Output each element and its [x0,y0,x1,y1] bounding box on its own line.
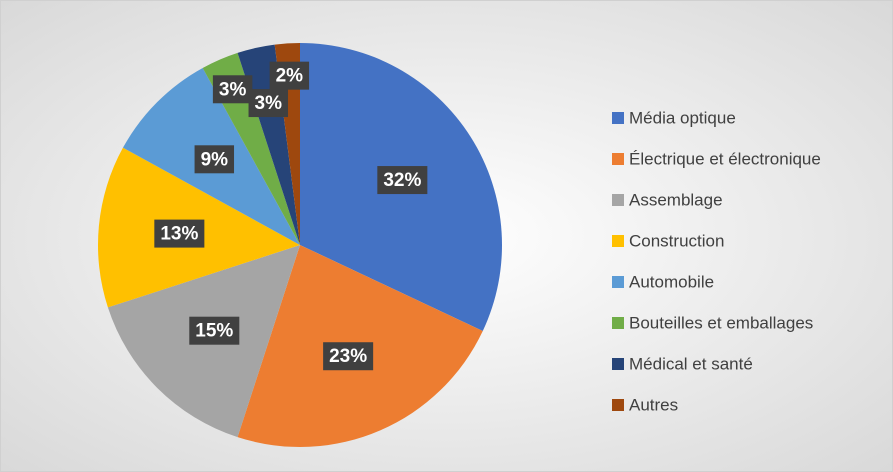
data-label: 2% [276,66,304,87]
data-label: 32% [383,170,421,191]
legend-swatch [612,276,624,288]
data-label: 15% [195,321,233,342]
legend-label: Bouteilles et emballages [629,313,813,332]
data-label: 3% [255,93,283,114]
data-label: 9% [201,149,229,170]
legend-swatch [612,194,624,206]
data-label-box [194,145,235,174]
legend-label: Automobile [629,272,714,291]
data-label-box [377,166,428,195]
data-label-box [189,316,240,345]
data-label-box [248,89,289,118]
legend-swatch [612,112,624,124]
legend-label: Construction [629,231,724,250]
data-label-box [269,61,310,90]
legend-swatch [612,153,624,165]
data-label-box [212,75,253,104]
legend-swatch [612,317,624,329]
data-label: 23% [329,346,367,367]
data-label: 13% [160,224,198,245]
legend-label: Média optique [629,108,736,127]
legend-label: Autres [629,395,678,414]
legend-swatch [612,358,624,370]
legend-label: Électrique et électronique [629,149,821,168]
data-label: 3% [219,79,247,100]
legend-swatch [612,235,624,247]
legend-label: Assemblage [629,190,723,209]
legend-swatch [612,399,624,411]
data-label-box [154,219,205,248]
data-label-box [323,342,374,371]
legend-label: Médical et santé [629,354,753,373]
